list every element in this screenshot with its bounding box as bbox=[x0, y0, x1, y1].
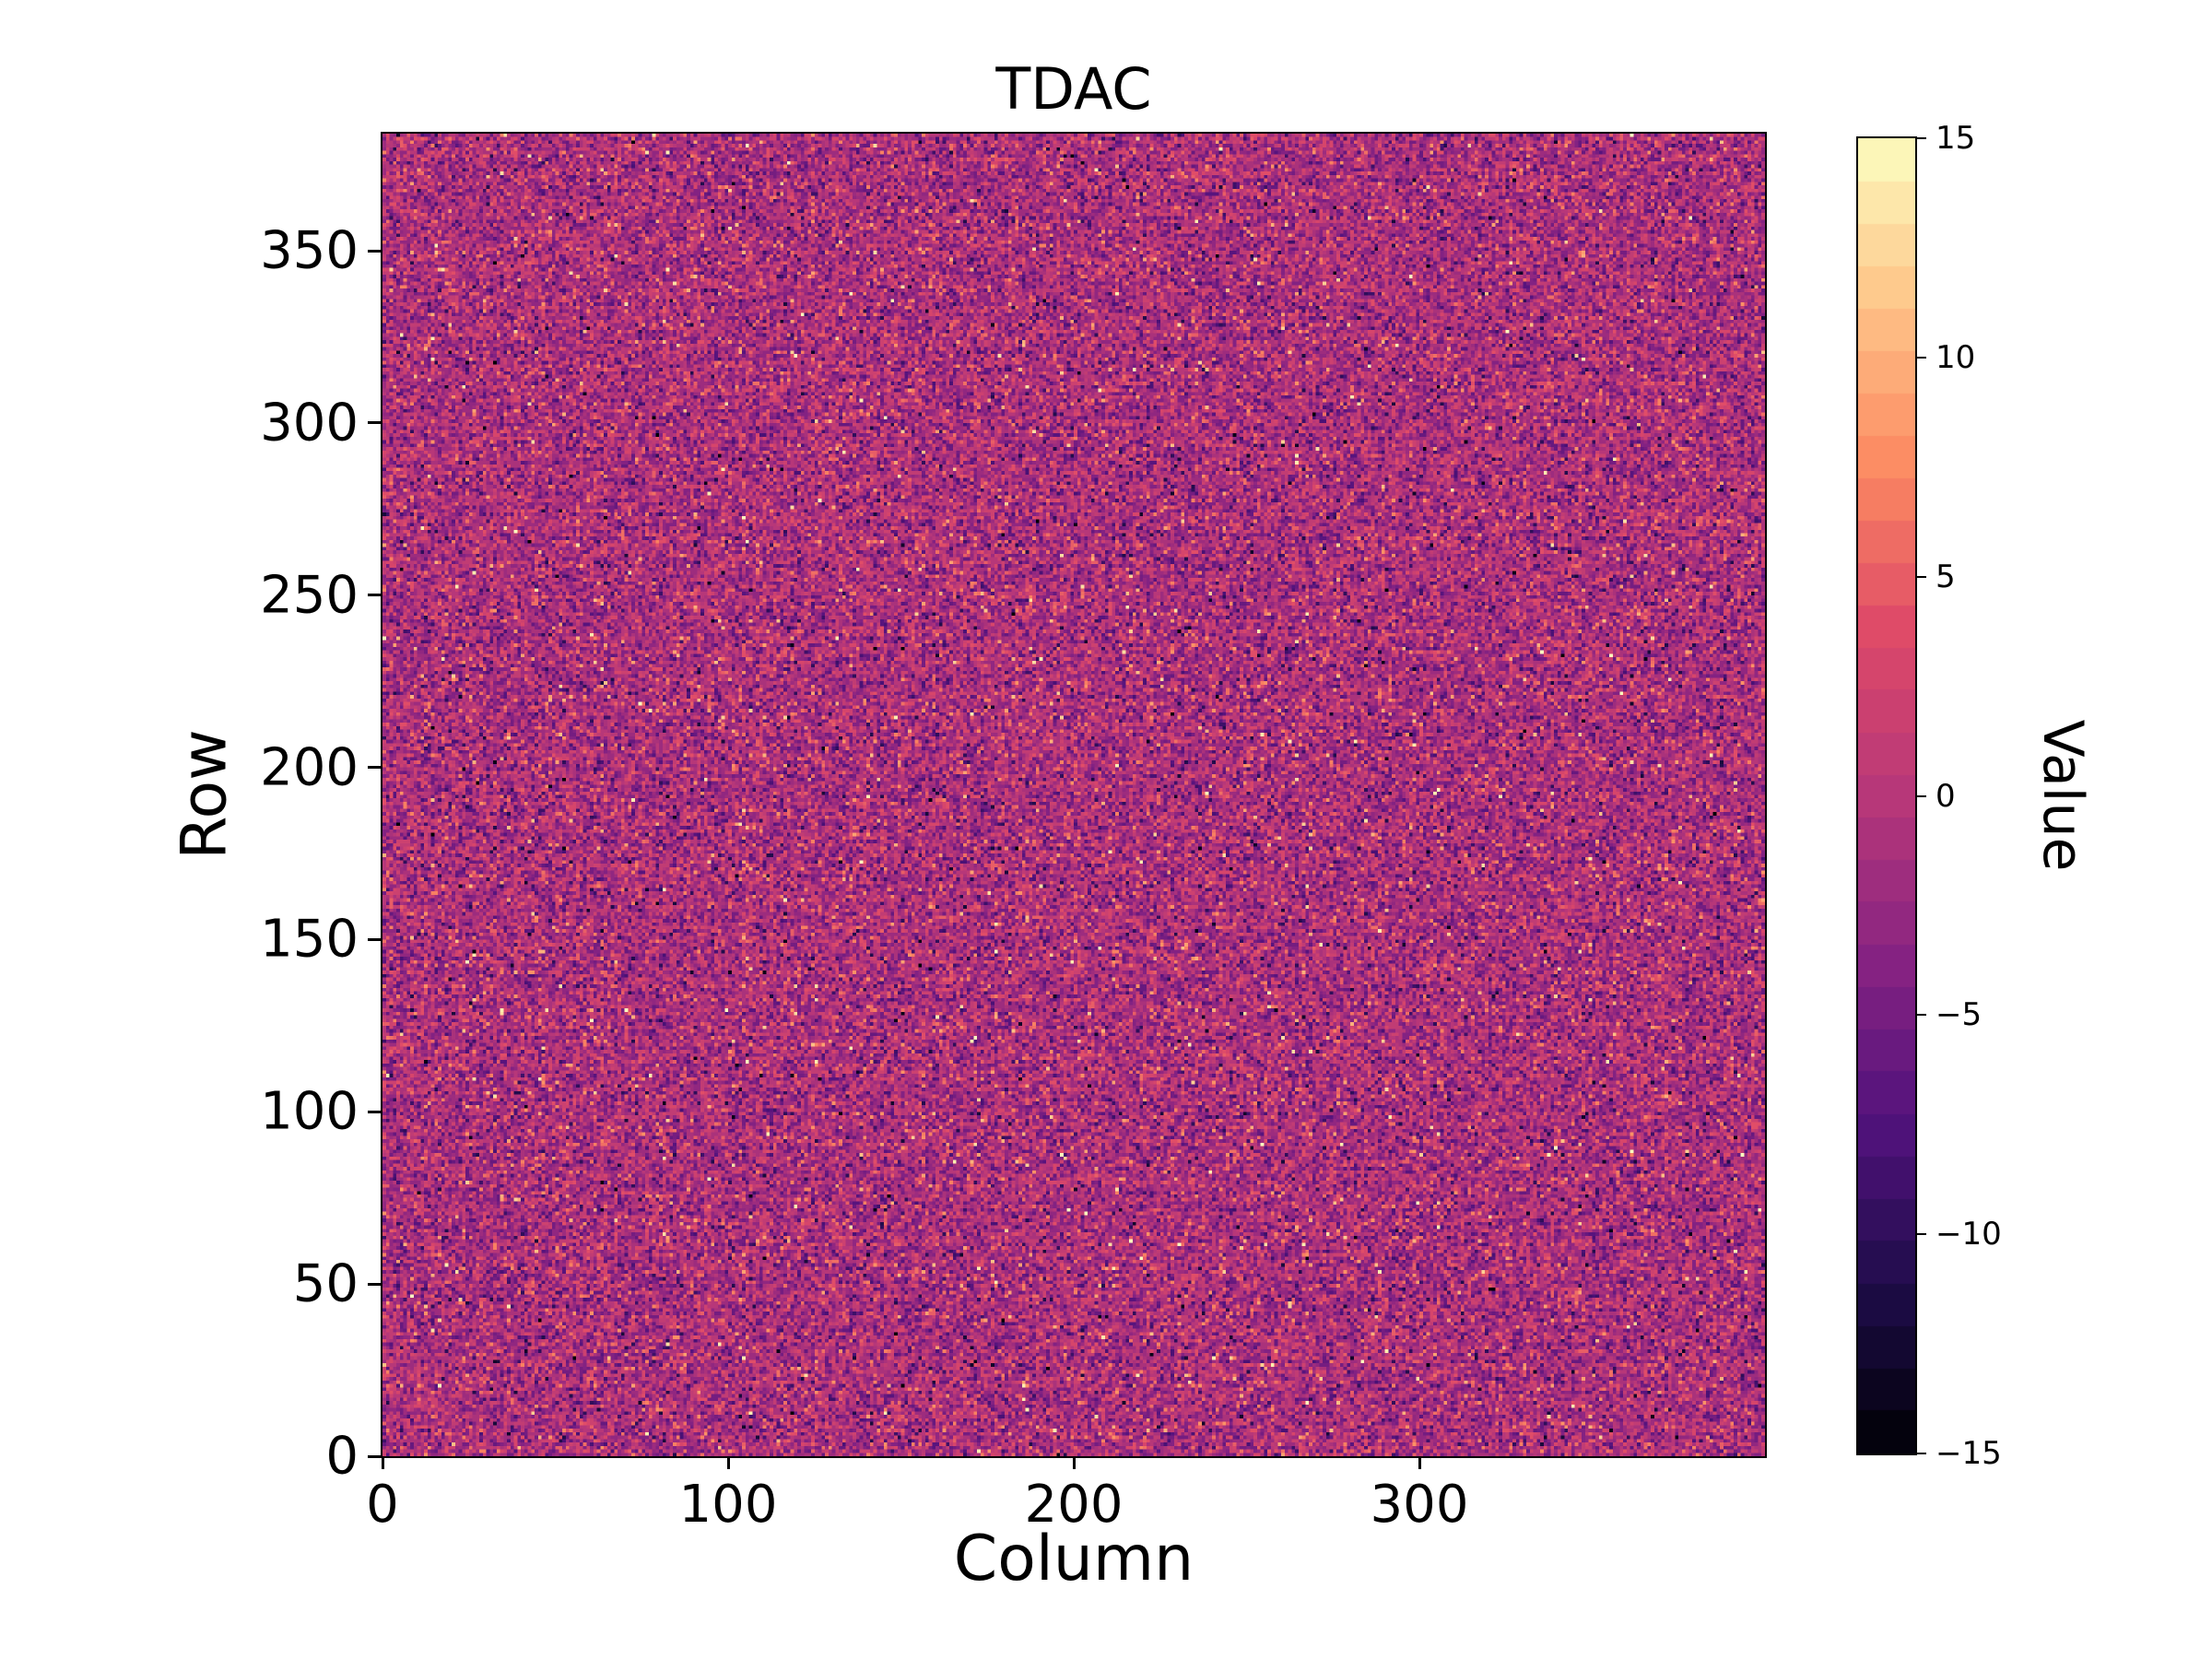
x-axis-label: Column bbox=[953, 1523, 1194, 1595]
x-tick-label: 200 bbox=[1024, 1475, 1124, 1535]
y-tick-mark bbox=[368, 1282, 381, 1286]
y-axis-label-text: Row bbox=[168, 729, 241, 860]
colorbar-canvas bbox=[1858, 138, 1915, 1453]
y-tick-mark bbox=[368, 249, 381, 253]
colorbar-tick-label: 15 bbox=[1936, 120, 1976, 157]
y-tick-mark bbox=[368, 421, 381, 425]
y-tick-label: 0 bbox=[325, 1426, 359, 1487]
x-tick-mark bbox=[381, 1456, 384, 1469]
y-tick-mark bbox=[368, 1110, 381, 1113]
colorbar-tick-label: −15 bbox=[1936, 1435, 2002, 1472]
y-tick-mark bbox=[368, 1454, 381, 1458]
heatmap-canvas bbox=[382, 134, 1765, 1456]
y-tick-label: 200 bbox=[260, 737, 359, 798]
colorbar-tick-label: 10 bbox=[1936, 338, 1976, 376]
colorbar-tick-label: 0 bbox=[1936, 777, 1956, 815]
y-tick-label: 250 bbox=[260, 565, 359, 626]
y-tick-mark bbox=[368, 937, 381, 941]
colorbar-tick-mark bbox=[1915, 575, 1926, 578]
y-tick-label: 300 bbox=[260, 393, 359, 453]
colorbar-tick-mark bbox=[1915, 794, 1926, 797]
y-tick-mark bbox=[368, 766, 381, 770]
colorbar-tick-label: −10 bbox=[1936, 1216, 2002, 1253]
y-tick-label: 150 bbox=[260, 909, 359, 970]
x-tick-mark bbox=[726, 1456, 730, 1469]
y-tick-label: 50 bbox=[292, 1253, 359, 1314]
y-tick-label: 100 bbox=[260, 1081, 359, 1142]
colorbar-tick-label: 5 bbox=[1936, 558, 1956, 595]
colorbar-label-text: Value bbox=[2030, 719, 2095, 872]
colorbar-tick-mark bbox=[1915, 137, 1926, 139]
x-tick-mark bbox=[1072, 1456, 1076, 1469]
colorbar-tick-mark bbox=[1915, 356, 1926, 359]
x-tick-label: 100 bbox=[678, 1475, 778, 1535]
colorbar-tick-mark bbox=[1915, 1233, 1926, 1236]
x-tick-mark bbox=[1418, 1456, 1421, 1469]
colorbar-tick-mark bbox=[1915, 1014, 1926, 1017]
y-tick-mark bbox=[368, 594, 381, 597]
y-tick-label: 350 bbox=[260, 220, 359, 281]
plot-title: TDAC bbox=[995, 55, 1152, 123]
colorbar-tick-label: −5 bbox=[1936, 996, 1983, 1034]
colorbar-tick-mark bbox=[1915, 1453, 1926, 1454]
x-tick-label: 300 bbox=[1370, 1475, 1469, 1535]
x-tick-label: 0 bbox=[366, 1475, 399, 1535]
